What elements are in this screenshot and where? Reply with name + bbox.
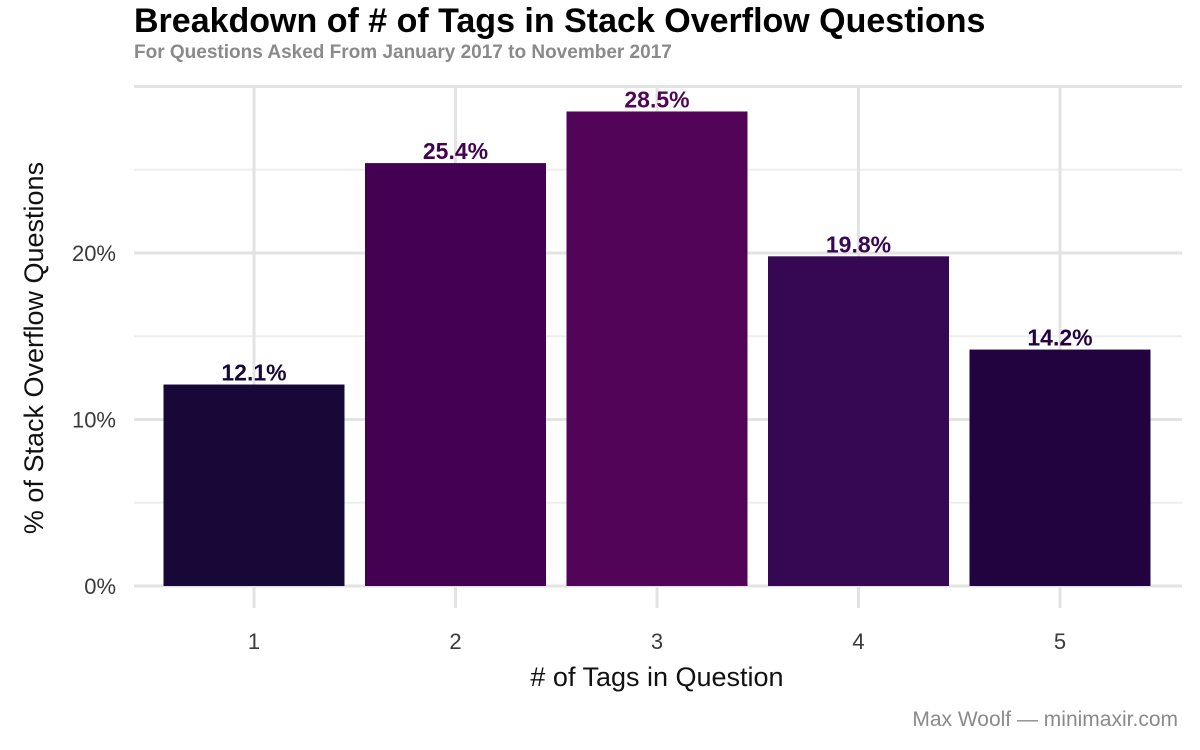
chart-title: Breakdown of # of Tags in Stack Overflow… <box>134 2 986 40</box>
bar-value-label: 12.1% <box>221 360 286 386</box>
bar-value-label: 14.2% <box>1027 325 1092 351</box>
x-axis-title: # of Tags in Question <box>530 662 783 692</box>
y-tick-label: 10% <box>72 408 116 433</box>
x-tick-label: 5 <box>1054 629 1066 654</box>
bar <box>163 384 345 586</box>
x-tick-label: 4 <box>852 629 864 654</box>
x-tick-label: 1 <box>248 629 260 654</box>
bar <box>768 256 949 586</box>
x-tick-label: 2 <box>449 629 461 654</box>
bar-value-label: 19.8% <box>826 231 891 257</box>
bar-value-label: 28.5% <box>624 86 689 112</box>
y-tick-label: 0% <box>84 574 116 599</box>
y-axis-title: % of Stack Overflow Questions <box>19 162 49 534</box>
x-tick-label: 3 <box>651 629 663 654</box>
chart-subtitle: For Questions Asked From January 2017 to… <box>134 42 672 63</box>
axis-ticks: 1 2 3 4 5 0% 10% 20% <box>72 241 1066 654</box>
bar-value-label: 25.4% <box>423 138 488 164</box>
y-tick-label: 20% <box>72 241 116 266</box>
bar <box>566 111 748 586</box>
bars <box>163 111 1151 586</box>
chart-caption: Max Woolf — minimaxir.com <box>912 708 1178 731</box>
bar <box>969 349 1151 586</box>
bar-value-labels: 12.1% 25.4% 28.5% 19.8% 14.2% <box>221 86 1092 385</box>
bar <box>365 163 546 586</box>
